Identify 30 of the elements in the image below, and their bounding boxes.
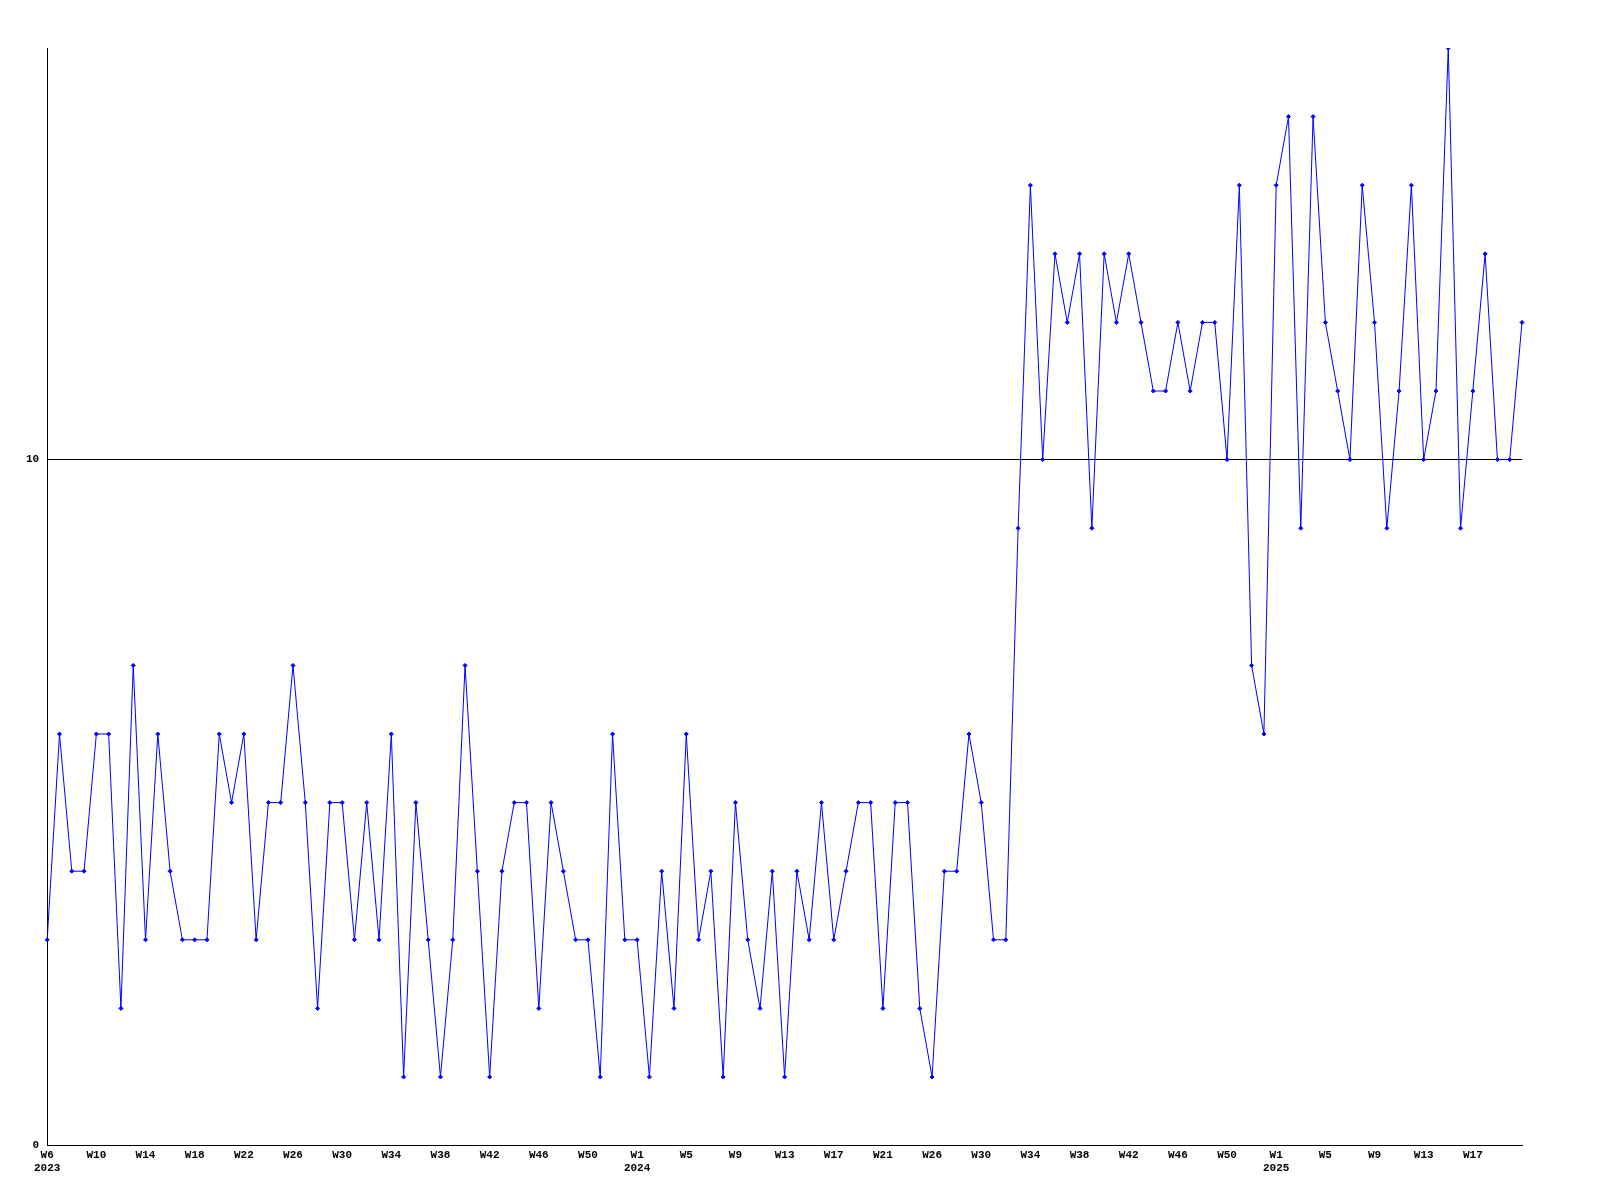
x-tick-label: W46 (1167, 1148, 1188, 1161)
x-tick-label: W30 (332, 1148, 353, 1161)
x-tick-label: W42 (479, 1148, 500, 1161)
x-tick-label: W21 (873, 1148, 894, 1161)
x-tick-label: W38 (1069, 1148, 1090, 1161)
x-tick-label: W13 (774, 1148, 795, 1161)
x-tick-label: W26 (283, 1148, 303, 1161)
x-tick-label: W10 (86, 1148, 107, 1161)
y-tick-label: 10 (26, 453, 40, 466)
x-tick-label: W34 (1020, 1148, 1041, 1161)
x-tick-label: W1 2024 (623, 1148, 651, 1175)
x-tick-label: W5 (679, 1148, 694, 1161)
x-tick-label: W22 (233, 1148, 254, 1161)
x-tick-label: W9 (728, 1148, 743, 1161)
x-tick-label: W17 (823, 1148, 844, 1161)
x-tick-label: W13 (1413, 1148, 1434, 1161)
x-tick-label: W9 (1367, 1148, 1382, 1161)
x-tick-label: W17 (1462, 1148, 1483, 1161)
x-tick-label: W34 (381, 1148, 402, 1161)
x-tick-label: W38 (430, 1148, 451, 1161)
x-tick-label: W26 (922, 1148, 942, 1161)
x-tick-label: W1 2025 (1263, 1148, 1290, 1175)
x-tick-label: W14 (135, 1148, 156, 1161)
x-tick-label: W18 (184, 1148, 205, 1161)
x-tick-label: W50 (578, 1148, 598, 1161)
x-tick-label: W50 (1217, 1148, 1237, 1161)
x-tick-label: W30 (971, 1148, 992, 1161)
x-tick-label: W46 (528, 1148, 549, 1161)
x-tick-label: W42 (1118, 1148, 1139, 1161)
x-tick-label: W5 (1318, 1148, 1333, 1161)
